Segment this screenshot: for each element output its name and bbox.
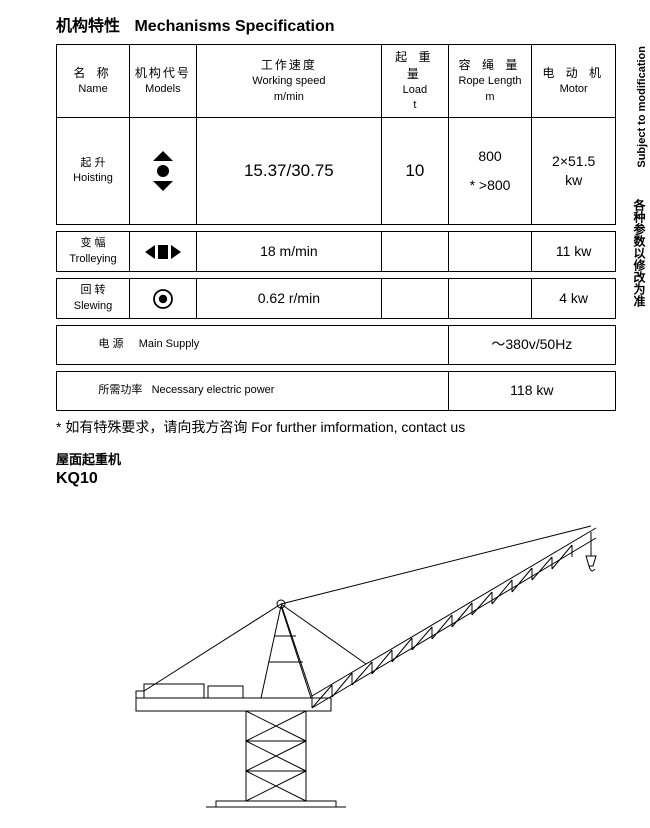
hdr-motor-en: Motor [534,82,613,97]
trolley-cn: 变 幅 [59,236,127,251]
crane-diagram [56,486,626,816]
row-hoisting: 起 升 Hoisting 15.37/30.75 10 800 * >800 2… [57,118,616,225]
slew-cn: 回 转 [59,283,127,298]
hdr-load-en: Load [384,83,446,98]
hdr-speed-unit: m/min [199,90,379,105]
hoist-en: Hoisting [59,171,127,186]
hdr-motor-cn: 电 动 机 [534,65,613,82]
row-power: 所需功率 Necessary electric power 118 kw [57,371,616,410]
hdr-speed-cn: 工作速度 [199,57,379,74]
hdr-rope-en: Rope Length [451,74,530,89]
supply-cn: 电 源 [98,338,123,350]
hoist-rope2: * >800 [451,176,530,196]
hoist-motor1: 2×51.5 [534,152,613,172]
side-note-cn: 各种参数以修改为准 [631,199,648,307]
page-title: 机构特性 Mechanisms Specification [56,12,630,36]
hdr-load-unit: t [384,98,446,113]
power-en: Necessary electric power [152,384,275,396]
title-cn: 机构特性 [56,18,120,35]
supply-val: ～380v/50Hz [491,336,572,352]
crane-title-cn: 屋面起重机 [56,449,630,468]
power-val: 118 kw [510,382,553,398]
hoist-motor-u: kw [534,171,613,191]
supply-en: Main Supply [139,338,200,350]
trolley-en: Trolleying [59,252,127,267]
hdr-name-cn: 名 称 [59,65,127,82]
slew-en: Slewing [59,299,127,314]
up-down-icon [150,149,176,193]
slew-motor: 4 kw [559,290,588,306]
hdr-rope-cn: 容 绳 量 [451,57,530,74]
trolley-motor: 11 kw [556,243,592,259]
hoist-load: 10 [405,161,424,180]
hdr-models-en: Models [132,82,194,97]
hdr-load-cn: 起 重 量 [384,49,446,83]
hoist-rope1: 800 [451,147,530,167]
hdr-speed-en: Working speed [199,74,379,89]
hoist-speed: 15.37/30.75 [244,161,334,180]
hdr-models-cn: 机构代号 [132,65,194,82]
footnote: * 如有特殊要求，请向我方咨询 For further imformation,… [56,417,630,437]
side-note-en: Subject to modification [636,46,648,168]
title-en: Mechanisms Specification [134,18,334,35]
header-row: 名 称 Name 机构代号 Models 工作速度 Working speed … [57,45,616,118]
row-slewing: 回 转 Slewing 0.62 r/min 4 kw [57,279,616,319]
spec-table: 名 称 Name 机构代号 Models 工作速度 Working speed … [56,44,616,411]
hoist-cn: 起 升 [59,156,127,171]
trolley-speed: 18 m/min [260,243,318,259]
hdr-rope-unit: m [451,90,530,105]
slew-speed: 0.62 r/min [258,290,320,306]
hdr-name-en: Name [59,82,127,97]
left-right-icon [144,244,182,260]
rotate-icon [152,288,174,310]
spec-table-wrap: Subject to modification 各种参数以修改为准 名 称 Na… [20,44,630,411]
row-supply: 电 源 Main Supply ～380v/50Hz [57,325,616,364]
row-trolleying: 变 幅 Trolleying 18 m/min 11 kw [57,232,616,272]
power-cn: 所需功率 [98,384,142,396]
